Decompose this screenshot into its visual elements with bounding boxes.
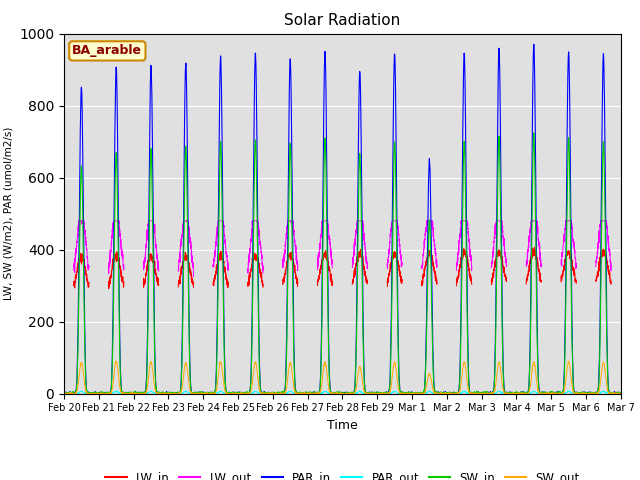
LW_in (175, 277, 183, 283)
LW_in (523, 276, 531, 282)
PAR_out (60, 391, 68, 396)
SW_in (60, 391, 68, 396)
Line: LW_in: LW_in (74, 247, 611, 289)
SW_in (537, 391, 545, 396)
SW_out (617, 391, 625, 396)
SW_out (537, 391, 545, 396)
X-axis label: Time: Time (327, 419, 358, 432)
SW_in (617, 391, 625, 396)
PAR_out (363, 391, 371, 396)
SW_in (523, 391, 531, 396)
PAR_in (617, 390, 625, 396)
PAR_out (617, 391, 625, 396)
LW_out (537, 257, 545, 263)
Y-axis label: LW, SW (W/m2), PAR (umol/m2/s): LW, SW (W/m2), PAR (umol/m2/s) (4, 127, 13, 300)
LW_in (537, 278, 545, 284)
SW_in (176, 391, 184, 396)
LW_out (495, 218, 503, 224)
SW_out (60, 390, 68, 396)
PAR_out (495, 388, 503, 394)
Line: PAR_in: PAR_in (64, 44, 621, 394)
PAR_in (393, 215, 401, 220)
PAR_in (363, 391, 371, 396)
SW_out (176, 391, 184, 396)
Line: SW_in: SW_in (64, 133, 621, 394)
PAR_out (495, 388, 503, 394)
SW_out (495, 359, 503, 365)
PAR_in (175, 391, 183, 396)
LW_in (363, 278, 371, 284)
LW_out (393, 218, 401, 224)
SW_out (523, 391, 531, 396)
SW_out (60, 391, 68, 396)
PAR_out (175, 391, 183, 396)
PAR_out (537, 391, 545, 396)
PAR_out (393, 390, 401, 396)
LW_in (393, 257, 401, 263)
LW_out (175, 259, 183, 264)
LW_out (523, 258, 531, 264)
SW_out (393, 374, 401, 380)
SW_in (495, 137, 503, 143)
Title: Solar Radiation: Solar Radiation (284, 13, 401, 28)
PAR_out (523, 391, 531, 396)
SW_in (393, 271, 401, 276)
SW_in (60, 390, 68, 396)
Line: SW_out: SW_out (64, 361, 621, 394)
LW_in (495, 252, 503, 258)
SW_in (530, 130, 538, 136)
PAR_in (495, 46, 503, 51)
SW_out (364, 390, 371, 396)
PAR_in (530, 41, 538, 47)
Line: PAR_out: PAR_out (64, 391, 621, 394)
Legend: LW_in, LW_out, PAR_in, PAR_out, SW_in, SW_out: LW_in, LW_out, PAR_in, PAR_out, SW_in, S… (100, 466, 584, 480)
PAR_in (60, 391, 68, 396)
PAR_in (523, 391, 531, 396)
LW_out (363, 260, 371, 266)
SW_out (565, 359, 573, 364)
Text: BA_arable: BA_arable (72, 44, 142, 58)
PAR_in (537, 391, 545, 396)
SW_in (364, 391, 371, 396)
Line: LW_out: LW_out (74, 221, 611, 276)
